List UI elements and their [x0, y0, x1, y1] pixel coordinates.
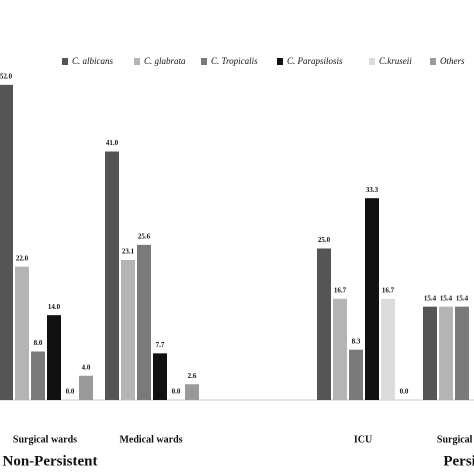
bar — [455, 306, 469, 400]
legend-label: Others — [440, 56, 465, 66]
value-label: 0.0 — [172, 388, 181, 396]
legend-label: C. albicans — [72, 56, 113, 66]
legend-swatch — [277, 58, 283, 65]
bar — [333, 298, 347, 400]
value-label: 14.0 — [48, 303, 61, 311]
group-label: Persistent — [443, 453, 474, 469]
legend-swatch — [62, 58, 68, 65]
legend-swatch — [430, 58, 436, 65]
value-label: 2.6 — [188, 372, 197, 380]
bar — [79, 375, 93, 400]
value-label: 25.6 — [138, 232, 151, 240]
bar — [105, 151, 119, 400]
bar — [121, 260, 135, 400]
bar — [185, 384, 199, 400]
bar — [0, 84, 13, 401]
value-label: 15.4 — [424, 294, 437, 302]
x-tick-label: Medical wards — [119, 434, 182, 445]
value-label: 15.4 — [456, 294, 469, 302]
bar — [15, 266, 29, 400]
bar — [423, 306, 437, 400]
value-label: 22.0 — [16, 254, 29, 262]
bar — [153, 353, 167, 400]
legend-swatch — [201, 58, 207, 65]
value-label: 41.0 — [106, 139, 119, 147]
bar — [47, 315, 61, 400]
bar — [349, 349, 363, 400]
legend-label: C.kruseii — [379, 56, 412, 66]
bar — [381, 298, 395, 400]
value-label: 23.1 — [122, 248, 135, 256]
group-label: Non-Persistent — [3, 453, 98, 469]
value-label: 7.7 — [156, 341, 165, 349]
legend-label: C. glabrata — [144, 56, 186, 66]
bar — [439, 306, 453, 400]
legend-label: C. Tropicalis — [211, 56, 258, 66]
value-label: 16.7 — [334, 286, 347, 294]
x-tick-label: Surgical wards — [13, 434, 77, 445]
value-label: 8.3 — [352, 337, 361, 345]
x-tick-label: Surgical wards — [437, 434, 474, 445]
legend-swatch — [134, 58, 140, 65]
legend-swatch — [369, 58, 375, 65]
bar — [317, 248, 331, 400]
bar — [137, 244, 151, 400]
bar — [31, 351, 45, 400]
bar — [365, 198, 379, 400]
value-label: 16.7 — [382, 286, 395, 294]
value-label: 4.0 — [82, 363, 91, 371]
x-tick-label: ICU — [354, 434, 372, 445]
legend-label: C. Parapsilosis — [287, 56, 343, 66]
value-label: 25.0 — [318, 236, 331, 244]
value-label: 52.0 — [0, 72, 13, 80]
value-label: 0.0 — [66, 388, 75, 396]
value-label: 15.4 — [440, 294, 453, 302]
value-label: 0.0 — [400, 388, 409, 396]
value-label: 33.3 — [366, 186, 379, 194]
value-label: 8.0 — [34, 339, 43, 347]
